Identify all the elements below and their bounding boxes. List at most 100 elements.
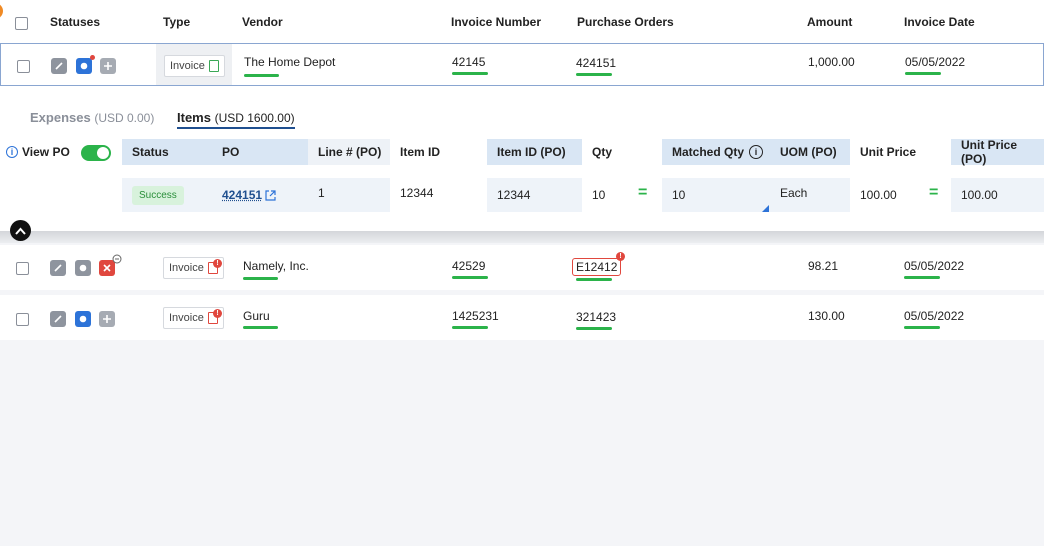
equals-icon: = [638,184,648,201]
type-badge: Invoice [163,307,224,329]
type-label: Invoice [169,262,204,274]
item-id-po-cell: 12344 [487,178,582,212]
minus-circle-icon[interactable] [112,254,122,264]
comment-icon[interactable] [76,58,92,74]
invoice-number: 42529 [452,259,486,273]
info-icon[interactable]: i [6,146,18,158]
view-po-control: i View PO [0,139,120,165]
match-underline [452,276,488,279]
edit-icon[interactable] [50,311,66,327]
purchase-order[interactable]: 424151 [576,56,617,70]
po-cell: 424151 [212,178,308,212]
type-badge: Invoice [164,55,225,77]
item-id-cell: 12344 [400,186,434,200]
col-line-no: Line # (PO) [308,139,390,165]
col-purchase-orders[interactable]: Purchase Orders [577,15,674,29]
select-all-checkbox[interactable] [15,17,28,30]
match-underline [905,72,941,75]
unit-price-cell: 100.00 [860,188,897,202]
row-checkbox[interactable] [16,262,29,275]
invoice-number: 1425231 [452,309,499,323]
alert-icon: ! [213,259,222,268]
col-type[interactable]: Type [163,15,191,29]
col-po: PO [212,139,308,165]
table-row[interactable]: Invoice ! Guru 1425231 321423 130.00 05/… [0,295,1044,340]
plus-icon[interactable] [99,311,115,327]
amount: 98.21 [808,259,839,273]
tab-expenses-label: Expenses [30,110,91,125]
qty-cell: 10 [592,188,606,202]
match-underline [576,327,612,330]
amount: 130.00 [808,309,845,323]
comment-icon[interactable] [75,260,91,276]
tab-items[interactable]: Items (USD 1600.00) [177,110,295,125]
document-error-icon [207,312,218,324]
col-statuses[interactable]: Statuses [50,15,101,29]
match-underline [243,326,278,329]
table-header: Statuses Type Vendor Invoice Number Purc… [0,0,1044,43]
alert-icon: ! [616,252,625,261]
col-item-id: Item ID [400,145,441,159]
matched-qty-input[interactable]: 10 [662,178,770,212]
col-amount[interactable]: Amount [807,15,853,29]
document-error-icon [207,262,218,274]
table-row[interactable]: Invoice ! Namely, Inc. 42529 E12412 ! 98… [0,245,1044,290]
unit-price-po-cell: 100.00 [951,178,1044,212]
edit-icon[interactable] [50,260,66,276]
invoice-date: 05/05/2022 [904,259,965,273]
match-underline [452,72,488,75]
match-underline [243,277,278,280]
col-uom-po: UOM (PO) [770,139,850,165]
type-label: Invoice [169,312,204,324]
amount: 1,000.00 [808,55,855,69]
table-row[interactable]: Invoice The Home Depot 42145 424151 1,00… [0,43,1044,86]
alert-icon: ! [213,309,222,318]
row-checkbox[interactable] [17,60,30,73]
plus-icon[interactable] [100,58,116,74]
purchase-order[interactable]: 321423 [576,310,617,324]
invoice-date: 05/05/2022 [904,309,965,323]
match-underline [244,74,279,77]
vendor-name: The Home Depot [244,55,336,69]
match-underline [904,276,940,279]
view-po-label: View PO [22,145,70,159]
type-label: Invoice [170,60,205,72]
col-invoice-date[interactable]: Invoice Date [904,15,975,29]
document-icon [208,60,219,72]
col-matched-qty: Matched Qty i [662,139,770,165]
status-badge: Success [132,185,184,205]
resize-handle-icon[interactable] [762,205,769,212]
active-tab-indicator [177,127,295,129]
col-matched-qty-label: Matched Qty [672,145,745,159]
purchase-order-error[interactable]: E12412 [572,258,622,276]
invoice-number: 42145 [452,55,486,69]
col-vendor[interactable]: Vendor [242,15,283,29]
panel-separator [0,231,1044,243]
line-no-cell: 1 [308,178,390,212]
col-item-id-po: Item ID (PO) [487,139,582,165]
line-items-panel: Expenses (USD 0.00) Items (USD 1600.00) … [0,86,1044,232]
po-link[interactable]: 424151 [222,188,263,202]
uom-po-cell: Each [770,178,850,212]
chevron-up-icon[interactable] [10,220,31,241]
external-link-icon[interactable] [265,189,276,201]
row-checkbox[interactable] [16,313,29,326]
col-unit-price-po: Unit Price (PO) [951,138,1044,166]
match-underline [904,326,940,329]
col-invoice-number[interactable]: Invoice Number [451,15,542,29]
match-underline [576,73,612,76]
edit-icon[interactable] [51,58,67,74]
tab-items-label: Items [177,110,211,125]
view-po-toggle[interactable] [81,145,111,161]
unread-indicator [90,55,95,60]
type-badge: Invoice [163,257,224,279]
tab-expenses-amount: (USD 0.00) [94,111,155,125]
info-icon[interactable]: i [749,145,764,159]
vendor-name: Namely, Inc. [243,259,309,273]
tab-expenses[interactable]: Expenses (USD 0.00) [30,110,154,125]
equals-icon: = [929,184,939,201]
notification-tab[interactable] [0,3,3,19]
comment-icon[interactable] [75,311,91,327]
status-cell: Success [122,178,212,212]
close-icon[interactable] [99,260,115,276]
